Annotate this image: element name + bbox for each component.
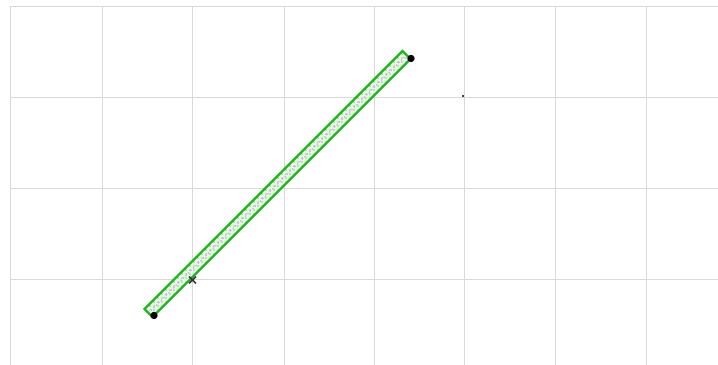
selected-wall[interactable] xyxy=(142,49,413,319)
wall-reference-line xyxy=(148,54,407,314)
background-grid xyxy=(10,6,718,365)
cross-mark-icon[interactable] xyxy=(188,275,197,285)
wall-endpoint-end-handle[interactable] xyxy=(407,54,415,63)
snap-point-icon xyxy=(462,95,464,97)
wall-endpoint-start-handle[interactable] xyxy=(150,311,158,320)
